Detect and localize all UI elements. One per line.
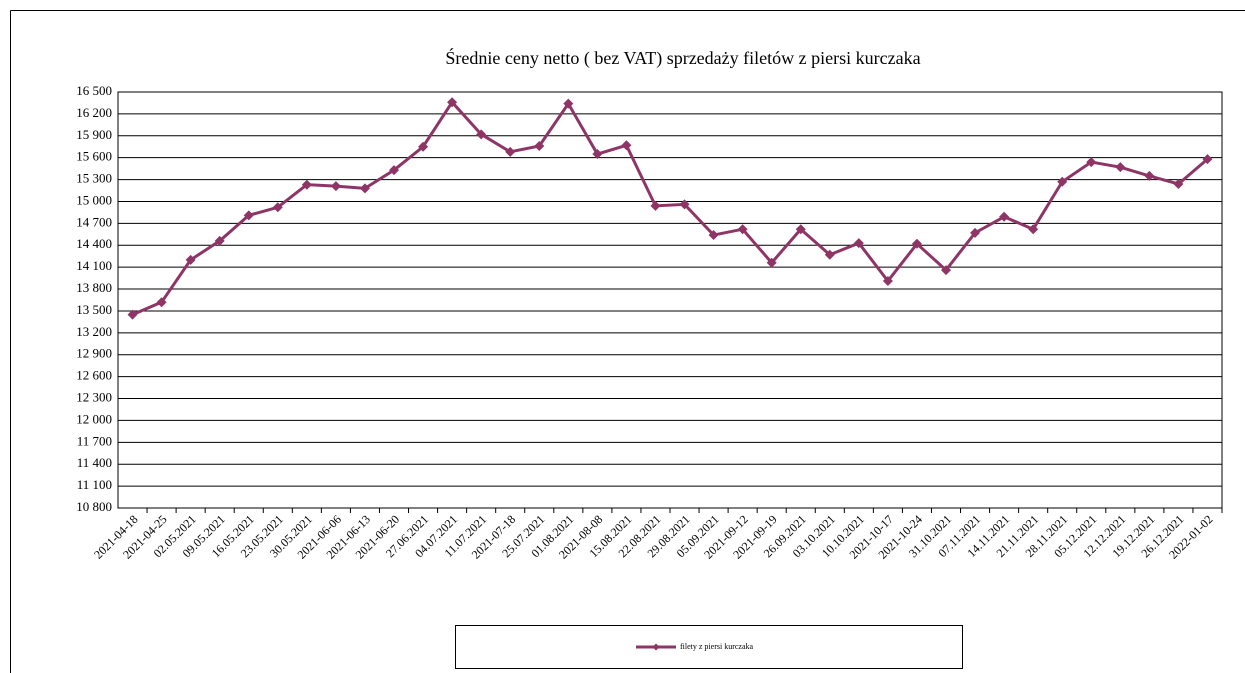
y-tick-label: 11 100 bbox=[77, 477, 112, 492]
point bbox=[708, 230, 719, 241]
point bbox=[301, 179, 312, 190]
point bbox=[272, 202, 283, 213]
point bbox=[1028, 224, 1039, 235]
point bbox=[185, 254, 196, 265]
y-tick-label: 15 000 bbox=[76, 192, 112, 207]
point bbox=[795, 224, 806, 235]
point bbox=[214, 235, 225, 246]
point bbox=[679, 199, 690, 210]
series-line bbox=[131, 99, 1209, 316]
point bbox=[447, 97, 458, 108]
point bbox=[1144, 170, 1155, 181]
point bbox=[359, 183, 370, 194]
y-tick-label: 12 000 bbox=[76, 411, 112, 426]
point bbox=[1086, 157, 1097, 168]
y-tick-label: 14 100 bbox=[76, 258, 112, 273]
plot-area bbox=[117, 91, 1223, 509]
y-tick-label: 13 800 bbox=[76, 280, 112, 295]
point bbox=[853, 238, 864, 249]
y-tick-label: 14 700 bbox=[76, 214, 112, 229]
point bbox=[330, 181, 341, 192]
point bbox=[243, 210, 254, 221]
y-tick-label: 11 700 bbox=[77, 433, 112, 448]
y-tick-label: 10 800 bbox=[76, 499, 112, 514]
point bbox=[389, 165, 399, 176]
point bbox=[476, 129, 487, 140]
point bbox=[563, 98, 574, 109]
point bbox=[824, 249, 835, 260]
point bbox=[1202, 154, 1213, 165]
legend-box bbox=[455, 625, 963, 669]
point bbox=[534, 141, 545, 152]
point bbox=[1115, 162, 1126, 173]
y-tick-label: 11 400 bbox=[77, 455, 112, 470]
y-tick-label: 12 600 bbox=[76, 368, 112, 383]
point bbox=[911, 238, 922, 249]
point bbox=[650, 200, 661, 211]
point bbox=[999, 211, 1010, 222]
y-tick-label: 15 600 bbox=[76, 149, 112, 164]
point bbox=[941, 265, 951, 276]
y-tick-label: 12 300 bbox=[76, 390, 112, 405]
point bbox=[766, 257, 777, 268]
point bbox=[882, 276, 893, 287]
point bbox=[418, 141, 429, 152]
point bbox=[1173, 178, 1184, 189]
legend-label: filety z piersi kurczaka bbox=[680, 642, 754, 651]
point bbox=[621, 140, 632, 151]
y-tick-label: 13 200 bbox=[76, 324, 112, 339]
y-tick-label: 15 900 bbox=[76, 127, 112, 142]
y-tick-label: 15 300 bbox=[76, 171, 112, 186]
chart-title: Średnie ceny netto ( bez VAT) sprzedaży … bbox=[445, 47, 920, 69]
point bbox=[127, 309, 138, 320]
y-tick-label: 16 500 bbox=[76, 83, 112, 98]
point bbox=[1057, 176, 1068, 187]
point bbox=[737, 224, 748, 235]
legend-marker bbox=[652, 643, 660, 651]
y-tick-label: 14 400 bbox=[76, 236, 112, 251]
point bbox=[156, 297, 167, 308]
point bbox=[970, 227, 981, 238]
y-tick-label: 16 200 bbox=[76, 105, 112, 120]
point bbox=[592, 149, 603, 160]
y-tick-label: 13 500 bbox=[76, 302, 112, 317]
point bbox=[505, 146, 516, 157]
y-tick-label: 12 900 bbox=[76, 346, 112, 361]
